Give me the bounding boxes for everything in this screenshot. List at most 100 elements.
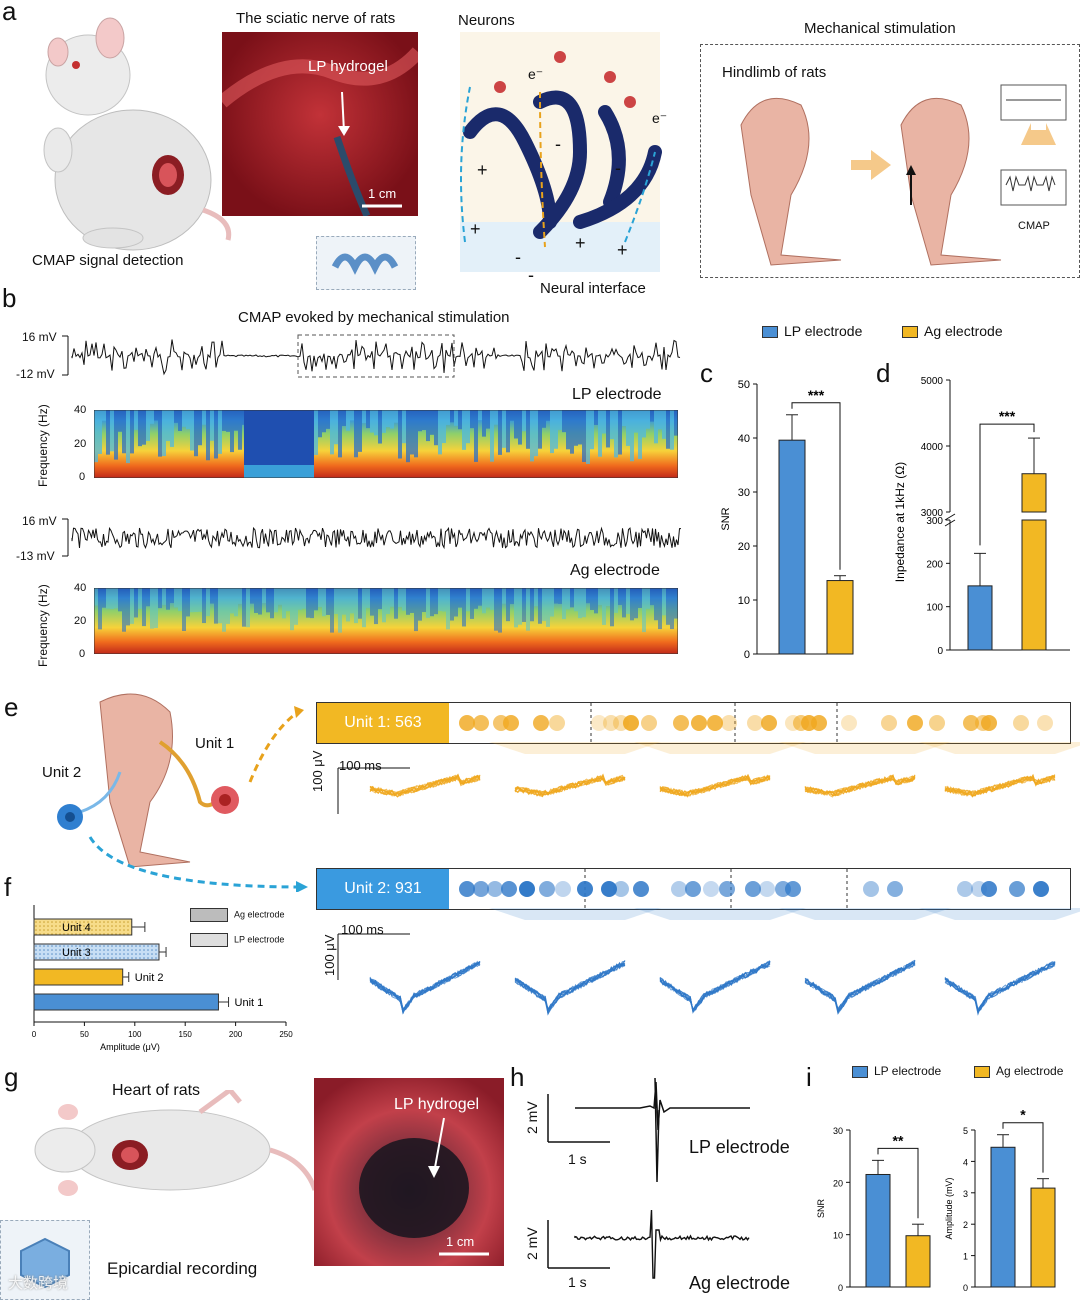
ion-plus-2: + [470, 219, 481, 239]
f-tick-label-200: 200 [229, 1030, 243, 1039]
lp-scale-top: 16 mV [22, 330, 57, 344]
snr-bar-chart-c: 0 10 20 30 40 50 *** SNR [720, 379, 854, 661]
wave1-wave-4-11 [944, 774, 1056, 796]
raster1-spike-7 [603, 715, 619, 731]
raster2-spike-5 [539, 881, 555, 897]
c-sig-label: *** [808, 387, 825, 403]
d-bar-1-lower [1021, 519, 1047, 651]
wave1-fan-1 [489, 742, 661, 754]
unit1-name: Unit 1 [195, 735, 235, 752]
ag-scale-bottom: -13 mV [16, 549, 55, 563]
neural-interface-caption: Neural interface [540, 280, 646, 297]
raster2-spike-13 [703, 881, 719, 897]
ag-freq-tick-40: 40 [74, 582, 87, 594]
raster2-spike-23 [981, 881, 997, 897]
raster2-spike-18 [785, 881, 801, 897]
raster2-spike-9 [613, 881, 629, 897]
raster2-spike-10 [633, 881, 649, 897]
ag-electrode-label-b: Ag electrode [570, 562, 660, 579]
d-bar-1-upper [1021, 473, 1047, 513]
wave2-wave-1-11 [514, 963, 626, 1010]
ag-scale-top: 16 mV [22, 514, 57, 528]
ion-plus-1: + [477, 160, 488, 180]
i-snr-sig-label: ** [893, 1132, 904, 1148]
wave2-wave-3-7 [804, 960, 916, 1012]
wave2-fan-2 [634, 908, 806, 920]
i-snr-bar-0 [865, 1173, 891, 1288]
legend-lp: LP electrode [762, 323, 862, 339]
electron-1: e⁻ [528, 66, 544, 82]
f-bar-label-0: Unit 4 [62, 922, 91, 934]
i-amp-tick-label-0: 0 [963, 1283, 968, 1293]
c-sig-bracket [791, 402, 841, 570]
h-ag-label: Ag electrode [689, 1273, 791, 1293]
raster1-spike-20 [811, 715, 827, 731]
f-legend-lp: LP electrode [190, 933, 284, 947]
i-snr-bar-1 [905, 1235, 931, 1288]
panel-c-label: c [700, 358, 713, 388]
d-sig-label: *** [999, 408, 1016, 424]
ion-minus-4: - [528, 265, 534, 285]
heart-photo [314, 1078, 504, 1266]
i-legend-ag-swatch [974, 1065, 990, 1078]
unit2-time-scale: 100 ms [341, 922, 384, 937]
i-amp-tick-label-3: 3 [963, 1189, 968, 1199]
lp-cmap-trace [62, 334, 681, 378]
raster2-spike-12 [685, 881, 701, 897]
wave2-wave-4-9 [944, 962, 1056, 1012]
ion-minus-3: - [515, 247, 521, 267]
rat-illustration [43, 17, 232, 251]
f-legend-ag-text: Ag electrode [234, 909, 285, 920]
ag-cmap-trace [62, 518, 681, 557]
c-bar-0 [778, 439, 806, 655]
d-tick-label-200: 200 [926, 559, 943, 570]
wave2-wave-2-11 [659, 963, 771, 1012]
i-snr-tick-label-30: 30 [833, 1126, 843, 1136]
wave2-fan-1 [489, 908, 661, 920]
panel-h-label: h [510, 1062, 525, 1092]
raster1-spike-0 [459, 715, 475, 731]
d-tick-label-4000: 4000 [921, 442, 944, 453]
unit2-raster-bar: Unit 2: 931 [316, 868, 1071, 910]
amplitude-hbar-chart-f: 0 50 100 150 200 250 Amplitude (μV) Unit 4 Unit … [32, 905, 293, 1052]
legend-lp-swatch [762, 326, 778, 339]
wave1-fan-2 [634, 742, 806, 754]
electron-2: e⁻ [652, 110, 668, 126]
heart-title: Heart of rats [112, 1082, 201, 1099]
c-tick-label-0: 0 [744, 649, 750, 661]
ecg-traces [547, 1077, 750, 1279]
unit1-amp-scale: 100 μV [310, 750, 325, 792]
raster2-spike-25 [1033, 881, 1049, 897]
mechanical-stimulation-title: Mechanical stimulation [804, 20, 956, 37]
raster1-spike-28 [1013, 715, 1029, 731]
i-amp-bar-0 [990, 1146, 1016, 1288]
f-legend-ag-swatch [190, 908, 228, 922]
raster2-spike-24 [1009, 881, 1025, 897]
wave1-wave-1-11 [514, 773, 626, 798]
f-tick-label-50: 50 [80, 1030, 89, 1039]
f-tick-label-0: 0 [32, 1030, 37, 1039]
c-tick-label-10: 10 [738, 595, 750, 607]
f-legend-lp-text: LP electrode [234, 934, 285, 945]
raster2-spike-8 [601, 881, 617, 897]
raster1-spike-9 [623, 715, 639, 731]
d-tick-label-300: 300 [926, 516, 943, 527]
c-ylabel: SNR [720, 507, 732, 530]
h-time-scale-lp: 1 s [568, 1151, 587, 1167]
amplitude-bar-chart-i: 0 1 2 3 4 5 * Amplitude (mV) [944, 1107, 1056, 1293]
unit2-name: Unit 2 [42, 764, 82, 781]
h-lp-label: LP electrode [689, 1137, 790, 1157]
raster2-spike-21 [957, 881, 973, 897]
legend-ag-text: Ag electrode [924, 323, 1003, 339]
f-tick-label-250: 250 [279, 1030, 293, 1039]
lp-scale-bottom: -12 mV [16, 367, 55, 381]
i-snr-tick-label-20: 20 [833, 1178, 843, 1188]
lp-freq-axis-label: Frequency (Hz) [36, 404, 50, 488]
sciatic-nerve-photo [222, 32, 418, 216]
h-time-scale-ag: 1 s [568, 1274, 587, 1290]
cmap-small-label: CMAP [1018, 220, 1050, 232]
d-bar-0 [967, 585, 993, 651]
raster2-spike-0 [459, 881, 475, 897]
raster1-spike-1 [473, 715, 489, 731]
